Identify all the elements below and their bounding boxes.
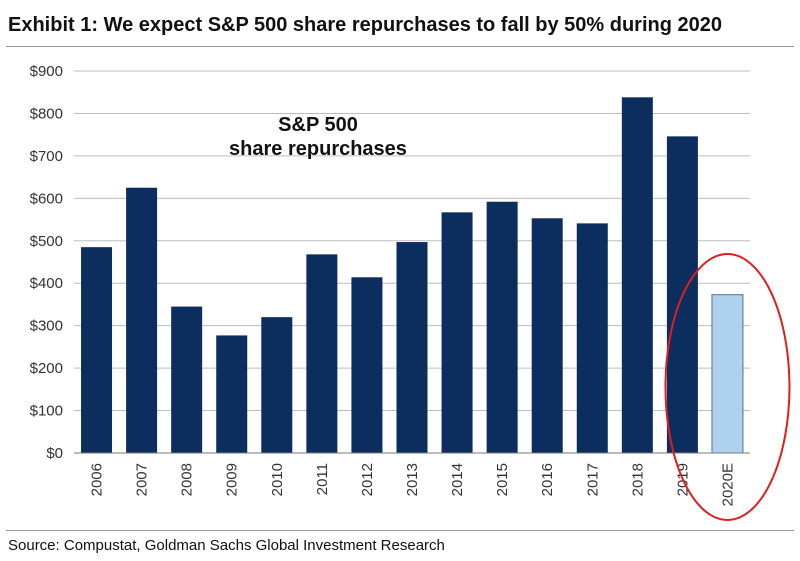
chart-title: Exhibit 1: We expect S&P 500 share repur… xyxy=(8,14,722,36)
title-divider xyxy=(6,46,794,47)
x-tick-label: 2020E xyxy=(719,463,736,506)
x-tick-label: 2016 xyxy=(539,463,556,496)
x-tick-label: 2015 xyxy=(494,463,511,496)
bar-2010 xyxy=(261,317,293,453)
bar-2012 xyxy=(351,277,383,453)
x-tick-label: 2006 xyxy=(89,463,106,496)
y-tick-label: $0 xyxy=(46,445,63,462)
bar-2015 xyxy=(486,201,518,453)
bar-2006 xyxy=(81,247,113,453)
bar-chart: $0 $100 $200 $300 $400 $500 $600 $700 $800 $900 2… xyxy=(30,63,791,521)
source-note: Source: Compustat, Goldman Sachs Global … xyxy=(8,537,445,554)
bar-2007 xyxy=(126,187,158,453)
y-tick-label: $400 xyxy=(30,275,63,292)
x-tick-label: 2009 xyxy=(224,463,241,496)
x-axis-ticks: 2006 2007 2008 2009 2010 2011 2012 2013 2014 2015… xyxy=(89,463,737,506)
x-tick-label: 2018 xyxy=(629,463,646,496)
bars xyxy=(81,97,744,454)
x-tick-label: 2013 xyxy=(404,463,421,496)
x-tick-label: 2007 xyxy=(134,463,151,496)
y-tick-label: $500 xyxy=(30,233,63,250)
x-tick-label: 2012 xyxy=(359,463,376,496)
y-tick-label: $800 xyxy=(30,105,63,122)
y-tick-label: $300 xyxy=(30,318,63,335)
x-tick-label: 2011 xyxy=(314,463,331,495)
bar-2008 xyxy=(171,306,203,453)
x-tick-label: 2017 xyxy=(584,463,601,496)
bar-2020E xyxy=(711,294,744,454)
annotation-line-2: share repurchases xyxy=(229,138,407,160)
x-tick-label: 2008 xyxy=(179,463,196,496)
bar-2017 xyxy=(576,223,608,453)
y-tick-label: $700 xyxy=(30,148,63,165)
annotation-line-1: S&P 500 xyxy=(278,114,358,136)
highlight-ellipse xyxy=(664,253,791,521)
y-tick-label: $600 xyxy=(30,190,63,207)
x-tick-label: 2014 xyxy=(449,463,466,496)
bar-2013 xyxy=(396,242,428,453)
bar-2011 xyxy=(306,254,338,453)
bar-2018 xyxy=(621,97,653,453)
x-tick-label: 2010 xyxy=(269,463,286,496)
bar-2009 xyxy=(216,335,248,453)
bar-2014 xyxy=(441,212,473,453)
bar-2016 xyxy=(531,218,563,453)
y-tick-label: $200 xyxy=(30,360,63,377)
y-tick-label: $900 xyxy=(30,63,63,80)
source-divider xyxy=(6,530,794,531)
y-tick-label: $100 xyxy=(30,403,63,420)
y-axis-ticks: $0 $100 $200 $300 $400 $500 $600 $700 $800 $900 xyxy=(30,63,63,462)
